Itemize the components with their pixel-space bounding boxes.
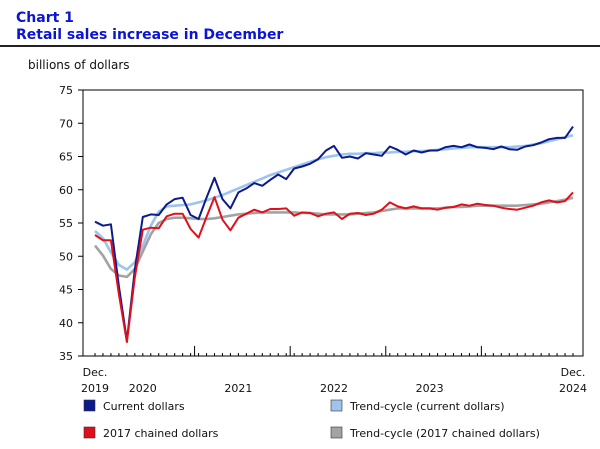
legend-swatch — [83, 426, 96, 439]
x-tick-label: 2020 — [129, 382, 157, 395]
chart-header: Chart 1 Retail sales increase in Decembe… — [16, 10, 283, 44]
x-tick-label: 2021 — [224, 382, 252, 395]
y-tick-label: 75 — [59, 84, 73, 97]
chart-number: Chart 1 — [16, 10, 74, 26]
y-tick-label: 70 — [59, 117, 73, 130]
legend-swatch — [83, 399, 96, 412]
header-rule — [0, 45, 600, 47]
x-tick-label: 2024 — [559, 382, 587, 395]
y-tick-label: 50 — [59, 250, 73, 263]
series-line-1 — [94, 126, 574, 342]
x-tick-label: 2022 — [320, 382, 348, 395]
series-line-4 — [93, 196, 574, 279]
series-line-2 — [94, 133, 574, 271]
x-tick-label: Dec. — [561, 366, 586, 379]
legend-label: Current dollars — [103, 400, 185, 413]
legend-label: Trend-cycle (2017 chained dollars) — [349, 427, 540, 440]
x-tick-label: Dec. — [83, 366, 108, 379]
y-tick-label: 40 — [59, 317, 73, 330]
x-tick-label: 2023 — [416, 382, 444, 395]
series-line-3 — [94, 191, 574, 343]
y-tick-label: 55 — [59, 217, 73, 230]
y-tick-label: 60 — [59, 184, 73, 197]
legend-swatch — [330, 399, 343, 412]
y-axis-label: billions of dollars — [28, 58, 130, 72]
legend-swatch — [330, 426, 343, 439]
y-tick-label: 65 — [59, 151, 73, 164]
legend-label: 2017 chained dollars — [103, 427, 219, 440]
y-tick-label: 35 — [59, 350, 73, 363]
y-tick-label: 45 — [59, 284, 73, 297]
chart-title: Retail sales increase in December — [16, 27, 284, 43]
x-tick-label: 2019 — [81, 382, 109, 395]
legend-label: Trend-cycle (current dollars) — [349, 400, 505, 413]
